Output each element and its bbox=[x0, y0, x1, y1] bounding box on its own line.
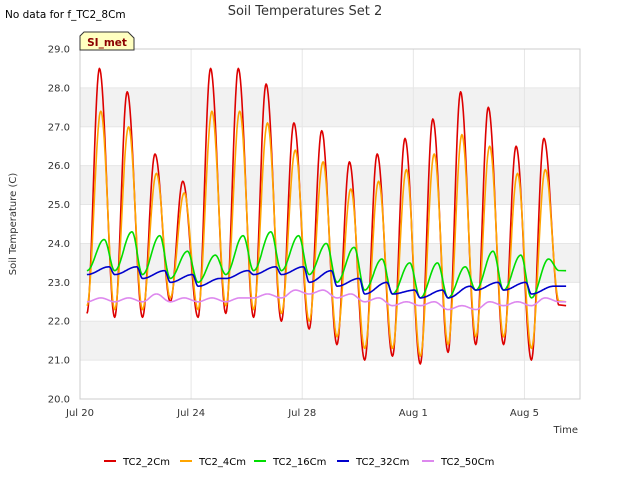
y-tick-label: 28.0 bbox=[48, 83, 70, 94]
plot-border bbox=[79, 48, 581, 400]
grid-band bbox=[80, 87, 580, 127]
legend-label: TC2_32Cm bbox=[355, 457, 409, 468]
y-axis-ticks: 20.0 21.0 22.0 23.0 24.0 25.0 26.0 27.0 28.0 29.0 bbox=[48, 45, 70, 406]
site-tag-label: SI_met bbox=[87, 37, 127, 49]
x-tick-label: Jul 28 bbox=[287, 408, 316, 419]
y-axis-label: Soil Temperature (C) bbox=[8, 173, 19, 276]
x-axis-ticks: Jul 20 Jul 24 Jul 28 Aug 1 Aug 5 bbox=[65, 408, 539, 419]
y-tick-label: 23.0 bbox=[48, 278, 70, 289]
legend-label: TC2_4Cm bbox=[198, 457, 246, 468]
x-tick-label: Jul 20 bbox=[65, 408, 94, 419]
series-line-tc2-50cm bbox=[86, 289, 567, 311]
grid-band bbox=[80, 165, 580, 205]
plot-area bbox=[79, 48, 581, 400]
grid-band bbox=[80, 321, 580, 361]
series-line-tc2-32cm bbox=[86, 266, 567, 299]
x-tick-label: Aug 1 bbox=[399, 408, 428, 419]
y-tick-label: 20.0 bbox=[48, 395, 70, 406]
y-tick-label: 26.0 bbox=[48, 161, 70, 172]
series-lines bbox=[86, 67, 567, 365]
legend-label: TC2_50Cm bbox=[440, 457, 494, 468]
y-tick-label: 24.0 bbox=[48, 239, 70, 250]
no-data-note: No data for f_TC2_8Cm bbox=[5, 9, 126, 21]
chart-title: Soil Temperatures Set 2 bbox=[228, 4, 383, 19]
y-tick-label: 21.0 bbox=[48, 356, 70, 367]
x-tick-label: Jul 24 bbox=[176, 408, 205, 419]
y-tick-label: 27.0 bbox=[48, 122, 70, 133]
y-tick-label: 29.0 bbox=[48, 45, 70, 56]
y-tick-label: 22.0 bbox=[48, 317, 70, 328]
y-tick-label: 25.0 bbox=[48, 200, 70, 211]
x-tick-label: Aug 5 bbox=[510, 408, 539, 419]
series-line-tc2-16cm bbox=[86, 231, 567, 299]
x-axis-label: Time bbox=[553, 425, 578, 436]
grid-bands bbox=[80, 87, 580, 361]
site-tag: SI_met bbox=[79, 31, 135, 51]
legend-label: TC2_16Cm bbox=[272, 457, 326, 468]
legend-label: TC2_2Cm bbox=[122, 457, 170, 468]
legend: TC2_2Cm TC2_4Cm TC2_16Cm TC2_32Cm TC2_50Cm bbox=[104, 457, 494, 468]
